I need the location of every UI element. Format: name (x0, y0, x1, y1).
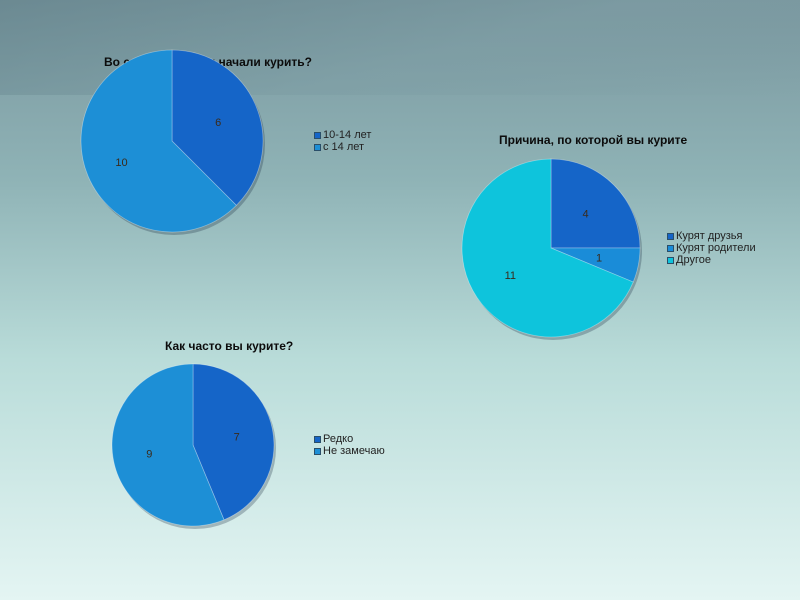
chart-legend: Курят друзья Курят родители Другое (667, 230, 756, 266)
legend-swatch (667, 232, 674, 240)
legend-label: Другое (676, 254, 711, 266)
slice-value-label: 9 (146, 449, 152, 461)
legend-label: с 14 лет (323, 141, 365, 153)
chart-title: Как часто вы курите? (165, 339, 294, 353)
legend-label: Не замечаю (323, 445, 385, 457)
chart-legend: Редко Не замечаю (314, 433, 385, 457)
slice-value-label: 6 (215, 117, 221, 129)
legend-label: Курят друзья (676, 230, 743, 242)
slice-value-label: 1 (596, 253, 602, 265)
legend-item: Курят родители (667, 242, 756, 254)
legend-item: Редко (314, 433, 385, 445)
legend-item: Курят друзья (667, 230, 756, 242)
legend-swatch (314, 143, 321, 151)
pie-slice (550, 247, 641, 283)
legend-item: Другое (667, 254, 756, 266)
legend-swatch (667, 244, 674, 252)
pie-slice (111, 363, 225, 527)
chart-title: Причина, по которой вы курите (499, 133, 688, 147)
legend-label: Курят родители (676, 242, 756, 254)
legend-item: с 14 лет (314, 141, 371, 153)
slice-value-label: 7 (234, 431, 240, 443)
legend-label: Редко (323, 433, 354, 445)
slice-value-label: 10 (115, 157, 127, 169)
legend-swatch (667, 256, 674, 264)
slice-value-label: 4 (583, 208, 589, 220)
pie-slice (192, 363, 275, 521)
pie-slice (171, 49, 264, 206)
legend-item: Не замечаю (314, 445, 385, 457)
pie-slice (461, 158, 634, 338)
legend-label: 10-14 лет (323, 129, 372, 141)
chart-legend: 10-14 лет с 14 лет (314, 129, 371, 153)
legend-swatch (314, 131, 321, 139)
legend-item: 10-14 лет (314, 129, 371, 141)
legend-swatch (314, 447, 321, 455)
slice-value-label: 11 (505, 270, 516, 282)
pie-slice (80, 49, 237, 233)
legend-swatch (314, 435, 321, 443)
pie-slice (550, 158, 641, 249)
